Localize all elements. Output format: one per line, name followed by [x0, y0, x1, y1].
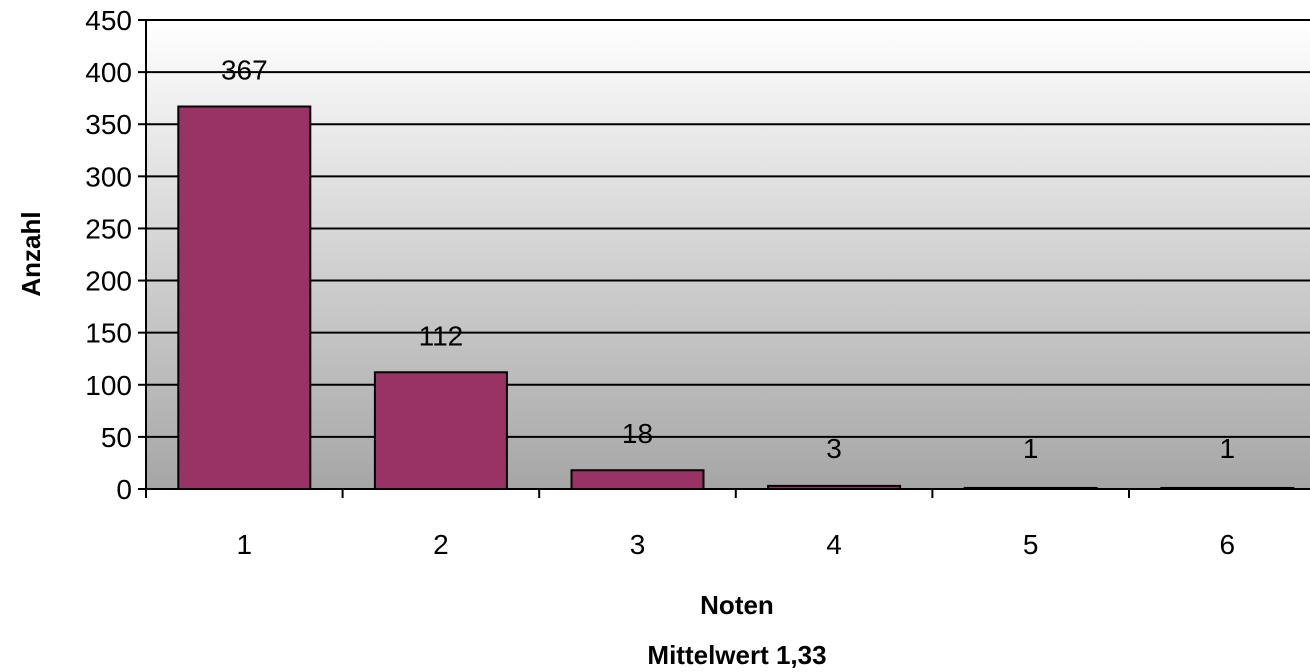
data-label: 18: [622, 418, 653, 449]
x-tick-label: 5: [1023, 529, 1039, 560]
x-axis-subtitle: Mittelwert 1,33: [647, 640, 826, 670]
x-tick-label: 6: [1220, 529, 1236, 560]
x-tick-label: 1: [237, 529, 253, 560]
x-tick-label: 4: [826, 529, 842, 560]
data-label: 1: [1220, 433, 1236, 464]
y-tick-labels: 0 50 100 150 200 250 300 350 400 450: [85, 5, 132, 505]
axes: [138, 19, 1310, 498]
y-tick-label: 450: [85, 5, 132, 36]
y-tick-label: 0: [116, 474, 132, 505]
x-axis-title: Noten: [700, 590, 774, 620]
plot-area: [146, 20, 1310, 489]
x-tick-label: 3: [630, 529, 646, 560]
data-labels: 367 112 18 3 1 1: [221, 55, 1235, 464]
x-tick-label: 2: [433, 529, 449, 560]
y-tick-label: 200: [85, 266, 132, 297]
data-label: 3: [826, 433, 842, 464]
y-tick-label: 300: [85, 161, 132, 192]
gridlines: [146, 19, 1310, 438]
data-label: 112: [419, 320, 464, 351]
y-tick-label: 50: [101, 422, 132, 453]
y-tick-label: 400: [85, 57, 132, 88]
y-tick-label: 250: [85, 213, 132, 244]
y-axis-title: Anzahl: [16, 211, 46, 296]
x-tick-labels: 1 2 3 4 5 6: [237, 529, 1236, 560]
bar-1: [177, 105, 312, 490]
bar-2: [373, 371, 508, 491]
bar-3: [570, 469, 705, 490]
y-tick-label: 100: [85, 370, 132, 401]
y-tick-label: 150: [85, 318, 132, 349]
data-label: 1: [1023, 433, 1039, 464]
data-label: 367: [221, 55, 268, 86]
y-tick-label: 350: [85, 109, 132, 140]
